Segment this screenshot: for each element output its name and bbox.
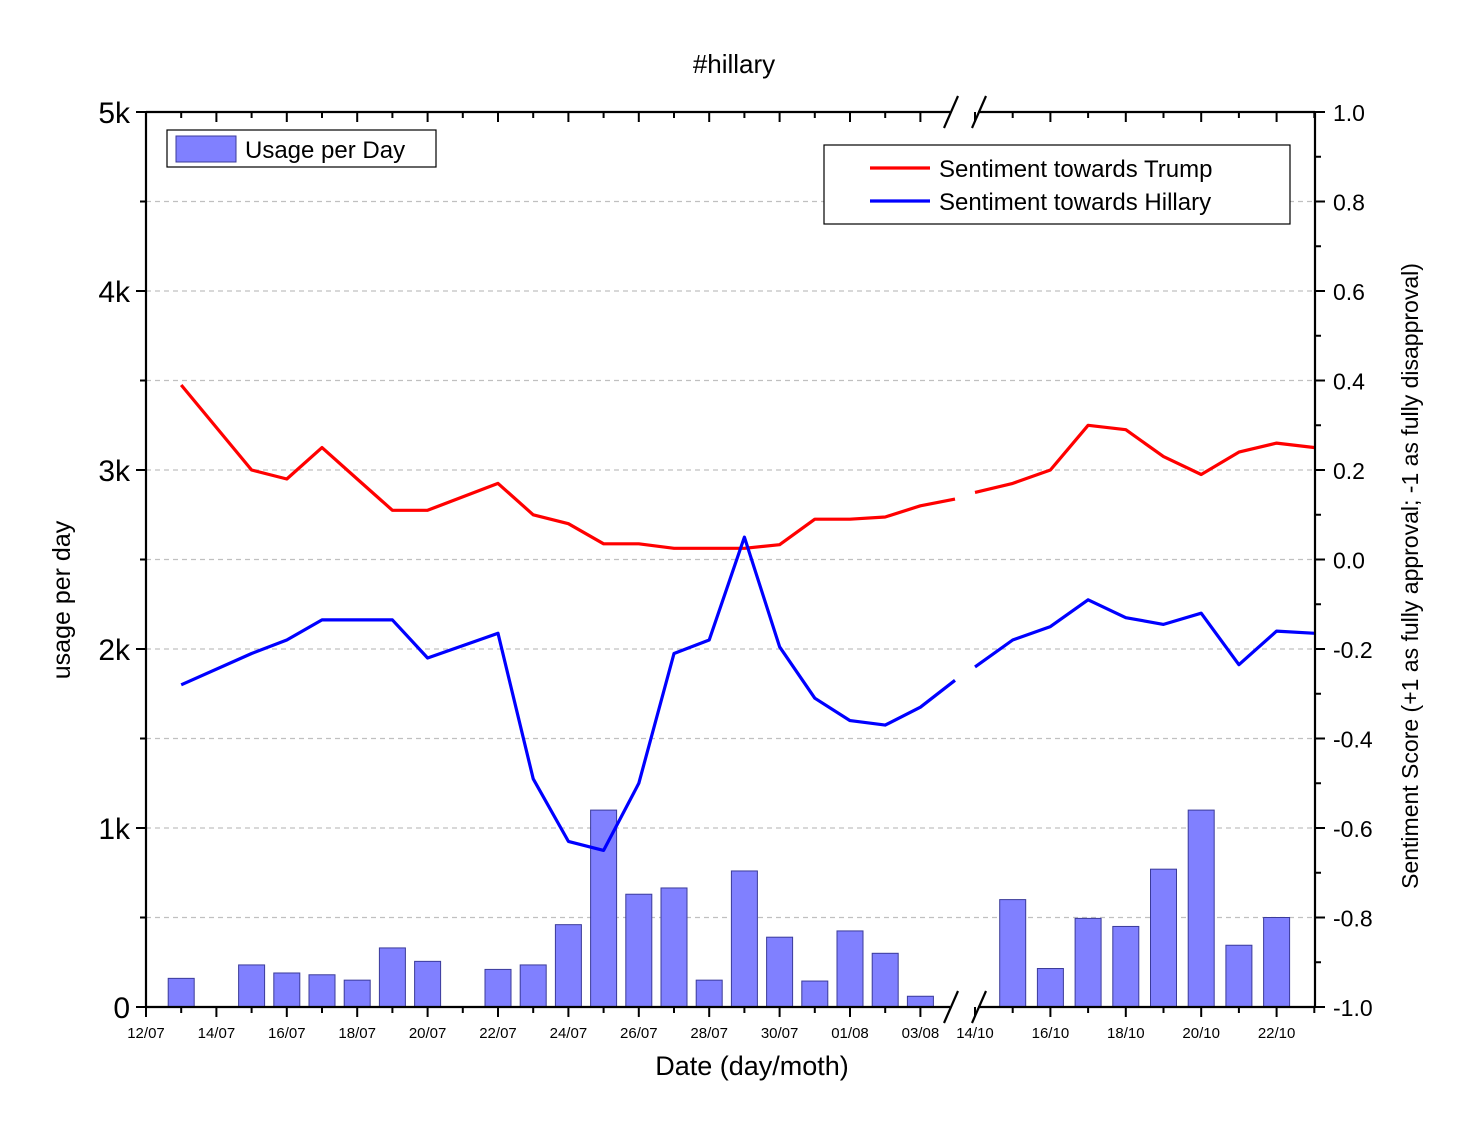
usage-bar	[871, 952, 899, 1008]
axis-break-mark	[970, 990, 988, 1024]
legend-bar-label: Usage per Day	[245, 137, 405, 164]
y-right-tick-label: -0.8	[1333, 906, 1373, 932]
y-right-tick-label: -0.2	[1333, 637, 1373, 663]
usage-bar	[343, 979, 371, 1008]
x-tick-label: 22/07	[479, 1025, 517, 1042]
x-tick-label: 03/08	[902, 1025, 940, 1042]
y-right-tick-label: -1.0	[1333, 995, 1373, 1021]
axis-break-mark	[942, 95, 960, 129]
x-tick-label: 30/07	[761, 1025, 799, 1042]
x-tick-label: 20/10	[1182, 1025, 1220, 1042]
y-left-tick-label: 1k	[98, 813, 131, 846]
x-tick-label: 18/07	[338, 1025, 376, 1042]
legend-line-label: Sentiment towards Trump	[939, 156, 1212, 183]
y-left-tick-label: 5k	[98, 97, 131, 130]
usage-bar	[414, 960, 442, 1008]
usage-bar	[1150, 868, 1177, 1008]
usage-bar	[484, 968, 512, 1008]
legend-lines: Sentiment towards Trump Sentiment towards…	[823, 144, 1291, 225]
x-tick-label: 20/07	[409, 1025, 447, 1042]
x-tick-label: 24/07	[550, 1025, 588, 1042]
usage-bar	[801, 980, 829, 1008]
usage-bar	[730, 870, 758, 1008]
sentiment-towards-hillary-line-segment-2	[974, 598, 1316, 669]
usage-bar	[1036, 968, 1064, 1008]
usage-bar	[999, 899, 1027, 1008]
sentiment-towards-trump-line-segment-2	[974, 423, 1316, 494]
x-tick-label: 22/10	[1258, 1025, 1296, 1042]
usage-bar	[519, 964, 547, 1008]
legend-box	[823, 144, 1291, 225]
chart-title: #hillary	[693, 49, 775, 79]
legend-bars: Usage per Day	[166, 129, 437, 168]
usage-bar	[906, 995, 934, 1008]
usage-bar	[1263, 917, 1291, 1008]
y-right-tick-label: 0.6	[1333, 279, 1365, 305]
usage-bar	[1187, 809, 1215, 1008]
y-right-tick-label: -0.6	[1333, 816, 1373, 842]
y-axis-left-label: usage per day	[48, 520, 76, 679]
y-right-tick-label: 1.0	[1333, 100, 1365, 126]
x-tick-label: 26/07	[620, 1025, 658, 1042]
usage-bar	[1074, 917, 1102, 1008]
y-right-tick-label: 0.0	[1333, 548, 1365, 574]
y-right-tick-label: 0.8	[1333, 190, 1365, 216]
sentiment-towards-trump-line-segment-1	[179, 383, 956, 550]
y-right-tick-label: -0.4	[1333, 727, 1373, 753]
x-tick-label: 12/07	[127, 1025, 165, 1042]
x-tick-label: 01/08	[831, 1025, 869, 1042]
usage-bar	[308, 974, 336, 1008]
usage-bar	[660, 887, 688, 1008]
x-axis-label: Date (day/moth)	[655, 1051, 849, 1081]
usage-bar	[695, 979, 723, 1008]
x-tick-label: 18/10	[1107, 1025, 1145, 1042]
x-tick-label: 28/07	[690, 1025, 728, 1042]
y-left-tick-label: 3k	[98, 455, 131, 488]
x-tick-label: 16/10	[1032, 1025, 1070, 1042]
usage-bar	[554, 924, 582, 1008]
usage-bar	[766, 936, 794, 1008]
legend-line-label: Sentiment towards Hillary	[939, 189, 1211, 216]
usage-bar	[238, 964, 266, 1008]
usage-bar	[1225, 944, 1253, 1008]
axis-break-mark	[970, 95, 988, 129]
usage-bar	[836, 930, 864, 1008]
y-left-tick-label: 0	[113, 992, 130, 1025]
usage-bar	[590, 809, 618, 1008]
usage-bar	[273, 972, 301, 1008]
x-tick-label: 14/10	[956, 1025, 994, 1042]
y-left-tick-label: 2k	[98, 634, 131, 667]
usage-bar	[625, 893, 653, 1008]
x-tick-label: 16/07	[268, 1025, 306, 1042]
legend-bar-swatch	[175, 135, 237, 163]
y-right-tick-label: 0.4	[1333, 369, 1365, 395]
axis-break-mark	[942, 990, 960, 1024]
usage-bar	[1112, 925, 1140, 1008]
x-tick-label: 14/07	[198, 1025, 236, 1042]
plot-layer: 0 1k 2k 3k 4k 5k 1.0 0.8 0.6 0.4 0.2 0.0 -0.2 -0.4 -0.…	[98, 95, 1373, 1042]
y-axis-right-label: Sentiment Score (+1 as fully approval; -…	[1397, 263, 1423, 889]
y-left-tick-label: 4k	[98, 276, 131, 309]
usage-bar	[167, 977, 195, 1008]
sentiment-towards-hillary-line-segment-1	[180, 535, 956, 852]
usage-bar	[378, 947, 406, 1008]
y-right-tick-label: 0.2	[1333, 458, 1365, 484]
